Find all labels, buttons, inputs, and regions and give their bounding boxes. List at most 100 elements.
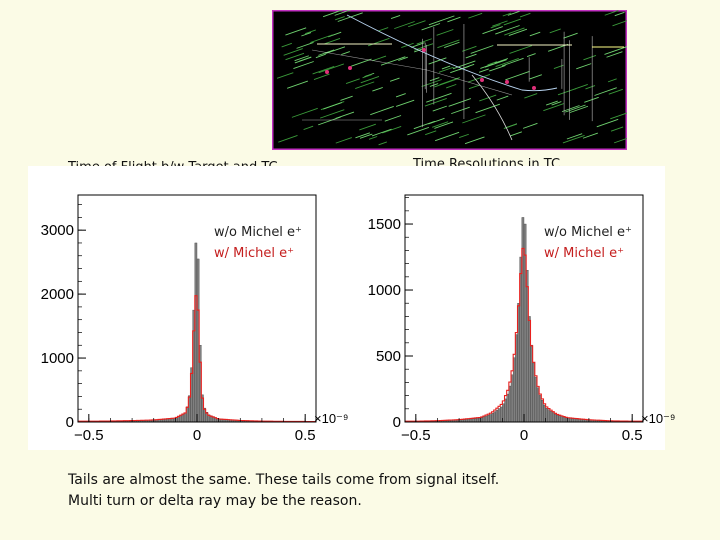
wire-hit bbox=[377, 27, 389, 32]
wire-hit bbox=[551, 101, 562, 106]
histogram-bar bbox=[495, 409, 499, 423]
wire-hit bbox=[293, 61, 314, 70]
wire-hit bbox=[494, 58, 509, 64]
x-tick-label: −0.5 bbox=[74, 427, 104, 444]
wire-hit bbox=[502, 12, 512, 17]
wire-hit bbox=[359, 133, 373, 139]
wire-hit bbox=[341, 51, 350, 55]
wire-hit bbox=[390, 14, 401, 20]
wire-hit bbox=[291, 107, 318, 118]
y-tick-label: 1000 bbox=[41, 350, 74, 367]
wire-hit bbox=[495, 58, 519, 67]
histogram-bar bbox=[474, 418, 477, 423]
wire-hit bbox=[462, 45, 477, 52]
wire-hit bbox=[398, 56, 408, 61]
wire-hit bbox=[408, 20, 426, 28]
wire-hit bbox=[468, 84, 480, 90]
y-tick-label: 1000 bbox=[368, 282, 401, 299]
wire-hit bbox=[395, 99, 415, 107]
wire-hit bbox=[526, 53, 536, 58]
resolution-legend-with-michel: w/ Michel e⁺ bbox=[544, 246, 624, 261]
wire-hit bbox=[492, 20, 508, 27]
wire-hit bbox=[370, 106, 394, 116]
wire-hit bbox=[351, 58, 372, 67]
wire-hit bbox=[608, 88, 623, 95]
wire-hit bbox=[503, 18, 521, 26]
wire-hit bbox=[496, 95, 509, 101]
y-tick-label: 0 bbox=[393, 414, 401, 431]
wire-hit bbox=[395, 93, 406, 98]
wire-hit bbox=[428, 57, 447, 65]
wire-hit bbox=[413, 120, 436, 130]
wire-hit bbox=[437, 39, 460, 49]
wire-hit bbox=[285, 27, 307, 36]
histogram-bar bbox=[556, 414, 559, 423]
wire-hit bbox=[582, 132, 598, 139]
x-tick-label: 0.5 bbox=[622, 427, 643, 444]
wire-hit bbox=[604, 10, 619, 16]
wire-hit bbox=[557, 88, 576, 96]
wire-hit bbox=[610, 126, 624, 132]
x-multiplier-label: ×10⁻⁹ bbox=[314, 411, 348, 426]
y-tick-label: 2000 bbox=[41, 286, 74, 303]
wire-hit bbox=[543, 103, 564, 112]
histogram-bar bbox=[558, 415, 561, 423]
x-tick-label: 0.5 bbox=[295, 427, 316, 444]
histogram-bar bbox=[489, 414, 492, 423]
histogram-bar bbox=[551, 412, 555, 423]
wire-hit bbox=[315, 53, 326, 59]
wire-hit bbox=[505, 70, 530, 81]
wire-hit bbox=[604, 46, 627, 55]
wire-hit bbox=[448, 98, 472, 107]
wire-hit bbox=[566, 133, 583, 140]
wire-hit bbox=[479, 94, 497, 102]
wire-hit bbox=[459, 133, 469, 139]
wire-hit bbox=[372, 87, 383, 92]
wire-hit bbox=[429, 77, 440, 82]
wire-hit bbox=[503, 124, 516, 130]
y-tick-label: 3000 bbox=[41, 222, 74, 239]
footnote-line-2: Multi turn or delta ray may be the reaso… bbox=[68, 493, 362, 509]
wire-hit bbox=[432, 105, 447, 112]
wire-hit bbox=[312, 65, 335, 75]
histogram-bar bbox=[487, 415, 490, 423]
histogram-bar bbox=[508, 385, 512, 423]
y-tick-label: 500 bbox=[376, 348, 401, 365]
histogram-bar bbox=[547, 409, 551, 423]
wire-hit bbox=[323, 102, 342, 110]
wire-hit bbox=[606, 51, 623, 58]
wire-hit bbox=[563, 32, 578, 39]
wire-hit bbox=[482, 26, 503, 35]
wire-hit bbox=[438, 66, 454, 73]
wire-hit bbox=[380, 56, 406, 66]
footnote-line-1: Tails are almost the same. These tails c… bbox=[68, 472, 500, 488]
histogram-bar bbox=[549, 410, 553, 423]
wire-hit bbox=[484, 59, 507, 68]
wire-hit bbox=[382, 125, 402, 134]
wire-hit bbox=[529, 31, 541, 37]
x-tick-label: −0.5 bbox=[401, 427, 431, 444]
wire-hit bbox=[318, 116, 341, 126]
wire-hit bbox=[301, 32, 312, 37]
wire-hit bbox=[569, 105, 589, 114]
x-tick-label: 0 bbox=[193, 427, 201, 444]
wire-hit bbox=[436, 29, 454, 36]
wire-hit bbox=[394, 21, 415, 30]
wire-hit bbox=[489, 64, 506, 72]
wire-hit bbox=[414, 48, 423, 53]
wire-hit bbox=[504, 27, 525, 36]
wire-hit bbox=[435, 131, 460, 142]
wire-hit bbox=[359, 123, 376, 131]
wire-hit bbox=[451, 106, 470, 115]
wire-hit bbox=[432, 121, 449, 128]
wire-hit bbox=[310, 34, 333, 44]
wire-hit bbox=[286, 80, 308, 89]
wire-hit bbox=[355, 132, 371, 139]
histogram-bar bbox=[569, 418, 572, 423]
wire-hit bbox=[529, 74, 542, 80]
wire-hit bbox=[345, 78, 360, 85]
particle-tracks bbox=[302, 14, 624, 141]
